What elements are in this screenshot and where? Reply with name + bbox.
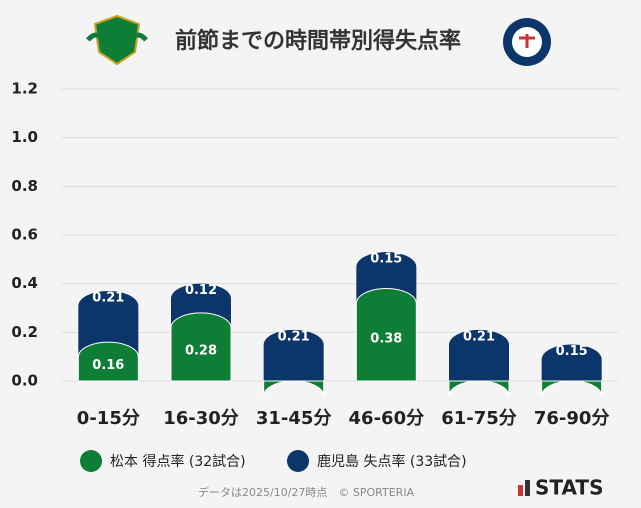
note: データは2025/10/27時点 © SPORTERIA (198, 485, 415, 499)
value-label: 0.21 (463, 329, 495, 344)
legend-label: 鹿児島 失点率 (33試合) (317, 453, 467, 470)
bar (77, 341, 139, 382)
brand-icon (525, 480, 530, 496)
x-tick-label: 61-75分 (441, 408, 517, 429)
y-tick-label: 0.2 (11, 323, 38, 341)
bar (355, 288, 417, 382)
bar (541, 344, 602, 381)
y-tick-label: 0.6 (11, 226, 38, 244)
value-label: 0.38 (370, 331, 402, 346)
bar (541, 380, 603, 397)
y-tick-label: 0.4 (11, 274, 38, 292)
home-logo (86, 14, 148, 66)
value-label: 0.21 (92, 290, 124, 305)
value-label: 0.28 (185, 343, 217, 358)
legend-marker (80, 450, 102, 472)
brand: STATS (535, 476, 603, 500)
value-label: 0.21 (278, 329, 310, 344)
brand-icon (518, 485, 523, 496)
x-tick-label: 16-30分 (163, 408, 239, 429)
value-label: 0.16 (92, 358, 124, 373)
x-tick-label: 46-60分 (349, 408, 425, 429)
away-logo (503, 18, 551, 66)
bar (448, 380, 510, 397)
bar (449, 329, 509, 381)
bar (263, 329, 324, 381)
value-label: 0.15 (370, 252, 402, 267)
chart-title: 前節までの時間帯別得失点率 (175, 28, 461, 54)
legend-label: 松本 得点率 (32試合) (110, 453, 246, 470)
x-tick-label: 0-15分 (77, 408, 140, 429)
y-tick-label: 1.0 (11, 128, 38, 146)
y-tick-label: 0.8 (11, 177, 38, 195)
y-tick-label: 1.2 (11, 80, 38, 98)
legend-marker (287, 450, 309, 472)
y-tick-label: 0.0 (11, 372, 38, 390)
value-label: 0.15 (556, 344, 588, 359)
x-tick-label: 31-45分 (256, 408, 332, 429)
bar (263, 380, 325, 397)
value-label: 0.12 (185, 283, 217, 298)
bar (170, 312, 232, 382)
x-tick-label: 76-90分 (534, 408, 610, 429)
